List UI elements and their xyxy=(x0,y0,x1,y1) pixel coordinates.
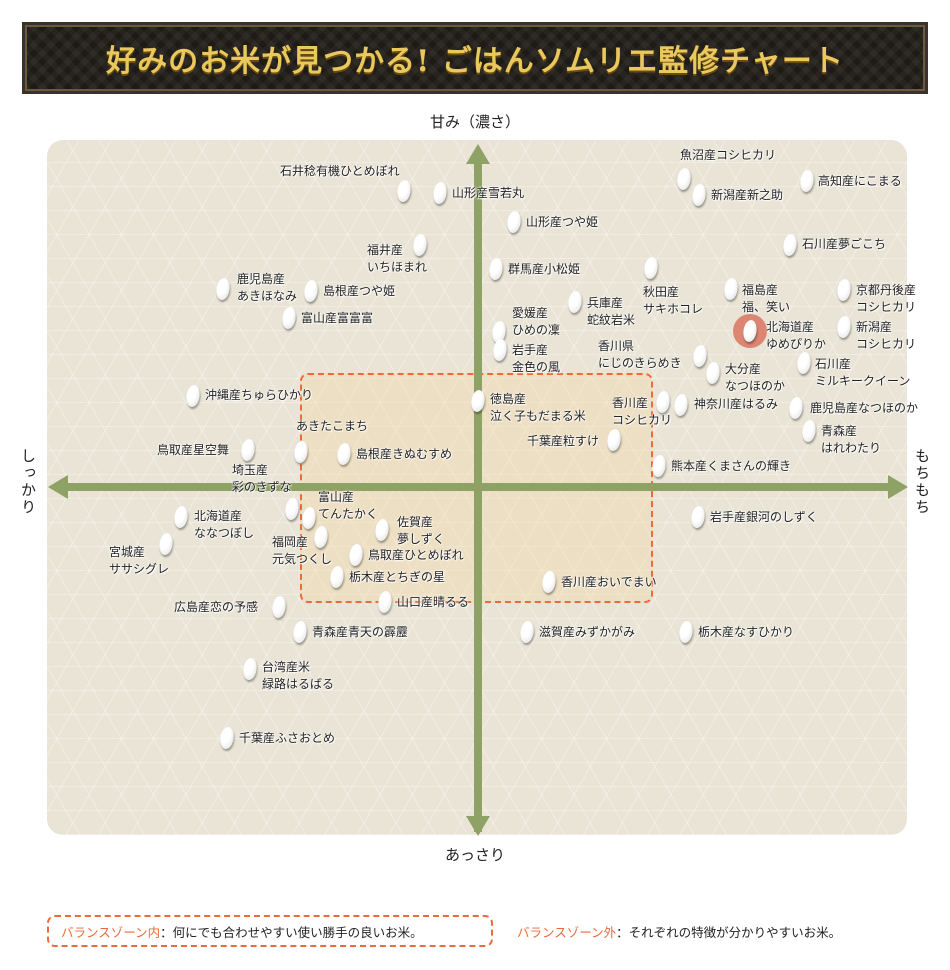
rice-label: 山口産晴るる xyxy=(397,595,470,609)
axis-label-light: あっさり xyxy=(444,846,505,864)
arrow-down-icon xyxy=(466,816,490,836)
rice-label: 香川産おいでまい xyxy=(561,575,657,589)
rice-label: 鹿児島産 あきほなみ xyxy=(237,272,298,303)
rice-label: 熊本産くまさんの輝き xyxy=(671,459,792,473)
legend-inside-text: ：何にでも合わせやすい使い勝手の良いお米。 xyxy=(160,924,423,940)
title-banner: 好みのお米が見つかる! ごはんソムリエ監修チャート xyxy=(22,22,928,94)
rice-label: 福井産 いちほまれ xyxy=(367,243,428,274)
rice-label: 千葉産ふさおとめ xyxy=(239,731,336,745)
legend-outside-label: バランスゾーン外 xyxy=(517,924,617,940)
rice-label: 千葉産粒すけ xyxy=(527,434,600,448)
rice-label: 徳島産 泣く子もだまる米 xyxy=(490,392,586,423)
rice-label: 新潟産 コシヒカリ xyxy=(856,320,917,351)
rice-label: 宮城産 ササシグレ xyxy=(109,545,170,576)
rice-label: 青森産青天の霹靂 xyxy=(312,625,409,639)
rice-label: 石川産 ミルキークイーン xyxy=(815,357,911,388)
rice-label: 鳥取産ひとめぼれ xyxy=(368,548,464,562)
rice-label: 京都丹後産 コシヒカリ xyxy=(856,283,917,314)
axis-label-sweetness: 甘み（濃さ） xyxy=(429,113,520,131)
rice-label: 滋賀産みずかがみ xyxy=(539,625,636,639)
vertical-axis xyxy=(474,160,482,832)
rice-label: 北海道産 ゆめぴりか xyxy=(766,320,827,351)
legend-balance-outside: バランスゾーン外 ：それぞれの特徴が分かりやすいお米。 xyxy=(517,915,841,947)
legend-balance-inside: バランスゾーン内 ：何にでも合わせやすい使い勝手の良いお米。 xyxy=(47,915,493,947)
axis-label-firm: しっかり xyxy=(19,448,37,516)
rice-label: 鹿児島産なつほのか xyxy=(810,401,919,415)
rice-label: 高知産にこまる xyxy=(818,174,902,188)
rice-label: 岩手産 金色の風 xyxy=(512,343,561,374)
legend-inside-label: バランスゾーン内 xyxy=(61,924,161,940)
rice-label: 青森産 はれわたり xyxy=(821,424,882,455)
page-title: 好みのお米が見つかる! ごはんソムリエ監修チャート xyxy=(106,44,844,79)
arrow-right-icon xyxy=(888,475,908,499)
rice-label: 台湾産米 緑路はるばる xyxy=(262,660,335,691)
rice-label: 広島産恋の予感 xyxy=(174,600,259,614)
rice-label: 新潟産新之助 xyxy=(711,188,784,202)
rice-label: 島根産きぬむすめ xyxy=(356,447,453,461)
rice-label: 埼玉産 彩のきずな xyxy=(232,463,292,494)
horizontal-axis xyxy=(62,483,892,491)
rice-label: 富山産 てんたかく xyxy=(318,490,379,521)
rice-label: 香川産 コシヒカリ xyxy=(612,396,673,427)
legend-outside-text: ：それぞれの特徴が分かりやすいお米。 xyxy=(616,924,842,940)
rice-label: 山形産つや姫 xyxy=(526,215,599,229)
rice-label: 栃木産なすひかり xyxy=(698,625,795,639)
rice-label: 山形産雪若丸 xyxy=(452,186,525,200)
arrow-left-icon xyxy=(48,475,68,499)
rice-label: 兵庫産 蛇紋岩米 xyxy=(587,296,636,327)
rice-label: 福岡産 元気つくし xyxy=(272,535,333,566)
rice-label: 島根産つや姫 xyxy=(323,284,396,298)
rice-label: 香川県 にじのきらめき xyxy=(598,339,682,370)
rice-label: 富山産富富富 xyxy=(301,311,374,325)
rice-label: あきたこまち xyxy=(296,419,369,433)
axis-label-sticky: もちもち xyxy=(913,448,931,516)
rice-label: 秋田産 サキホコレ xyxy=(643,285,704,316)
rice-label: 群馬産小松姫 xyxy=(508,262,581,276)
rice-label: 鳥取産星空舞 xyxy=(157,443,230,457)
rice-label: 魚沼産コシヒカリ xyxy=(680,148,777,162)
rice-label: 神奈川産はるみ xyxy=(694,397,779,411)
rice-label: 北海道産 ななつぼし xyxy=(194,509,255,540)
arrow-up-icon xyxy=(466,144,490,164)
rice-label: 岩手産銀河のしずく xyxy=(710,510,818,524)
rice-label: 石井稔有機ひとめぼれ xyxy=(280,164,400,178)
rice-label: 愛媛産 ひめの凜 xyxy=(512,306,561,337)
rice-label: 石川産夢ごこち xyxy=(802,237,887,251)
rice-label: 福島産 福、笑い xyxy=(742,283,791,314)
rice-label: 佐賀産 夢しずく xyxy=(397,515,445,546)
rice-label: 沖縄産ちゅらひかり xyxy=(205,388,314,402)
rice-label: 大分産 なつほのか xyxy=(725,362,786,393)
rice-label: 栃木産とちぎの星 xyxy=(349,570,446,584)
